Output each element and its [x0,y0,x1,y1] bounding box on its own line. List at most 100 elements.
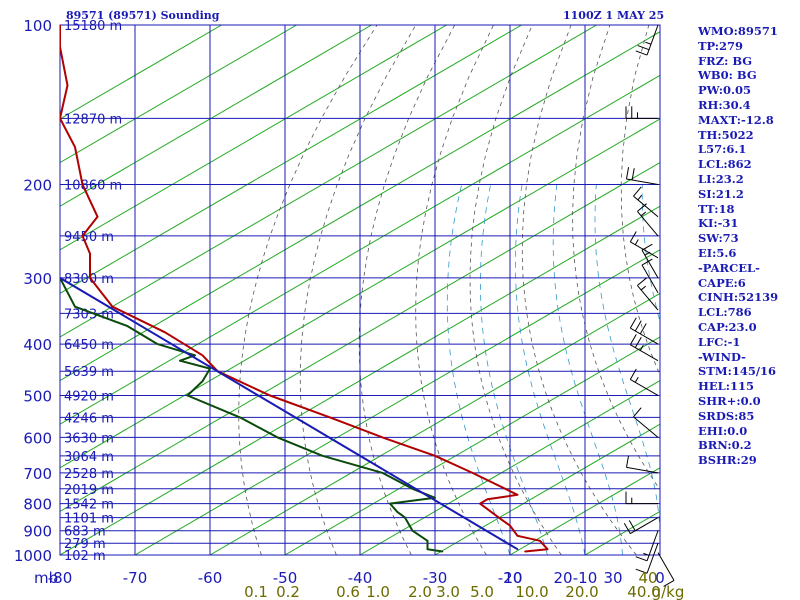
temperature-profile-point [479,502,481,505]
wind-barb-half-flag [640,211,647,217]
index-value: MAXT:-12.8 [698,112,774,127]
dry-adiabat-line [238,25,378,555]
parcel-path-point [516,548,519,550]
moist-adiabat-line [446,184,511,555]
mixing-ratio-label: 1.0 [366,583,390,600]
temperature-profile-point [516,535,519,537]
dewpoint-profile [60,277,443,553]
mixing-ratio-label: g/kg [652,583,685,600]
temperature-profile-point [164,331,166,334]
height-label: 3064 m [64,450,114,465]
index-value: TP:279 [698,38,744,53]
wind-barb-flag [635,568,648,574]
temperature-tick-label: 40 [638,569,657,587]
mixing-ratio-label: 0.1 [244,583,268,600]
wind-barb-flag [629,317,637,329]
isotherm-line [359,380,660,555]
wind-barb-staff [633,195,659,218]
wind-barb-flag [633,407,642,418]
height-label: 15180 m [64,19,122,34]
wind-barb-flag [634,336,642,348]
wind-barb-flag [641,243,653,251]
index-value: LI:23.2 [698,171,744,186]
wind-barb-half-flag [639,345,644,351]
index-value: CINH:52139 [698,290,779,305]
sounding-profiles [60,25,549,553]
wind-barb-staff [630,344,659,362]
wind-barb-half-flag [637,194,643,201]
index-value: KI:-31 [698,216,739,231]
height-label: 279 m [64,537,106,552]
pressure-tick-label: 600 [23,429,52,447]
temperature-profile-point [111,305,114,308]
height-label: 1542 m [64,498,114,513]
index-value: BSHR:29 [698,453,757,468]
temperature-profile-point [81,235,84,237]
wind-barb-staff [646,530,659,561]
dry-adiabat-line [521,25,637,555]
temperature-profile-point [509,524,511,527]
index-value: SHR+:0.0 [698,393,761,408]
pressure-tick-label: 800 [23,496,52,514]
temperature-tick-label: -50 [273,569,298,587]
dewpoint-profile-point [441,550,444,553]
isotherm-line [60,25,222,120]
dewpoint-profile-point [194,354,196,357]
wind-barb-flag [625,455,630,468]
dewpoint-profile-point [381,472,384,474]
pressure-tick-label: 500 [23,387,52,405]
wind-barb-flag [639,323,647,335]
dewpoint-profile-point [411,529,414,532]
wind-barb-staff [626,466,659,474]
temperature-profile-point [60,46,61,48]
mixing-ratio-label: 5.0 [470,583,494,600]
wind-barb-half-flag [643,552,650,556]
isotherm-line [60,118,660,469]
isotherm-line [284,336,660,555]
temperature-profile-point [329,416,331,419]
pressure-tick-label: 200 [23,177,52,195]
wind-barb-flag [629,231,637,243]
chart-title: 89571 (89571) Sounding [66,9,220,22]
wind-barb-flag [629,334,637,345]
index-value: SI:21.2 [698,186,744,201]
temperature-tick-label: 0 [655,569,665,587]
index-value: HEL:115 [698,379,754,394]
temperature-profile-point [96,215,99,218]
index-value: WB0: BG [698,68,757,83]
temperature-tick-label: -30 [423,569,448,587]
wind-barb-staff [646,543,659,574]
dewpoint-profile-point [126,325,129,327]
temperature-profile [60,25,549,553]
height-label: 7303 m [64,307,114,322]
wind-barb-staff [630,327,659,345]
wind-barb-flag [634,320,642,332]
moist-adiabat-line [641,184,660,324]
dewpoint-profile-point [426,540,429,542]
dry-adiabat-line [415,25,494,555]
isotherm-line [60,161,660,512]
wind-barb-flag [663,579,675,587]
height-label: 2528 m [64,467,114,482]
temperature-profile-point [524,550,526,553]
temperature-tick-label: 20 [553,569,572,587]
moist-adiabat-line [552,184,623,555]
parcel-path [60,277,519,551]
temperature-profile-point [546,548,549,550]
pressure-tick-label: 400 [23,336,52,354]
isotherm-line [60,25,297,164]
temperature-profile-point [89,277,91,279]
temperature-profile-point [516,494,519,496]
pressure-tick-label: 700 [23,465,52,483]
wind-barb-staff [657,552,675,581]
height-label: 12870 m [64,112,122,127]
wind-barb-flag [641,258,653,266]
pressure-tick-label: 1000 [14,547,52,565]
index-value: L57:6.1 [698,142,747,157]
wind-barb-staff [641,264,659,293]
isotherm-line [60,74,660,425]
wind-barb-flag [631,168,635,181]
dewpoint-profile-point [74,305,76,308]
height-label: 2019 m [64,483,114,498]
wind-barb-staff [630,241,659,259]
